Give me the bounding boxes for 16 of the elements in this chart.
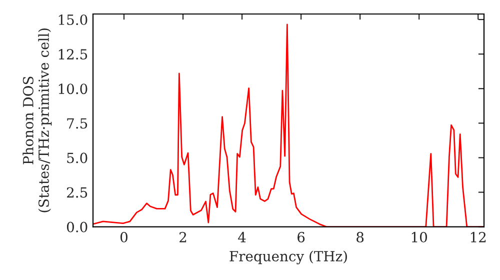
y-tick-label: 5.0 bbox=[67, 152, 88, 164]
x-tick-label: 10 bbox=[412, 232, 427, 242]
x-tick-label: 12 bbox=[470, 232, 486, 242]
y-tick-label: 10.0 bbox=[58, 84, 88, 94]
x-axis-title: Frequency (THz) bbox=[230, 250, 347, 264]
y-tick-label: 0.0 bbox=[66, 222, 88, 232]
x-tick-label: 4 bbox=[238, 232, 246, 242]
x-tick-label: 2 bbox=[180, 232, 186, 242]
y-tick-label: 7.5 bbox=[67, 118, 88, 129]
y-axis-title: Phonon DOS (States/THz·primitive cell) bbox=[22, 28, 52, 212]
x-tick-label: 6 bbox=[298, 232, 305, 242]
y-tick-label: 2.5 bbox=[66, 187, 88, 198]
y-tick-label: 12.5 bbox=[58, 49, 88, 60]
x-tick-label: 8 bbox=[356, 232, 364, 242]
x-tick-label: 0 bbox=[120, 232, 128, 242]
y-tick-label: 15.0 bbox=[58, 14, 88, 25]
